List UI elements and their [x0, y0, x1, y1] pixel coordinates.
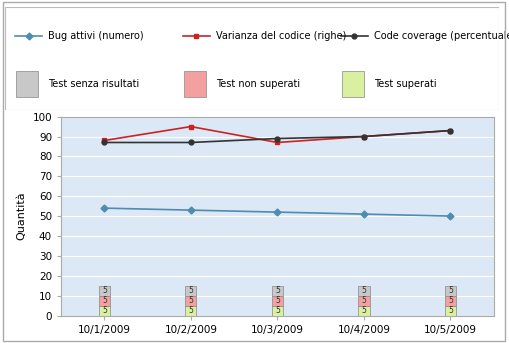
Bar: [185, 286, 196, 296]
Text: 5: 5: [275, 296, 280, 305]
FancyBboxPatch shape: [342, 71, 364, 97]
Text: Code coverage (percentuale): Code coverage (percentuale): [374, 31, 509, 41]
Bar: [272, 286, 283, 296]
FancyBboxPatch shape: [184, 71, 206, 97]
Bar: [272, 296, 283, 306]
Bar: [445, 296, 456, 306]
Y-axis label: Quantità: Quantità: [17, 192, 27, 240]
Text: Varianza del codice (righe): Varianza del codice (righe): [216, 31, 346, 41]
Text: 5: 5: [188, 306, 193, 315]
Text: 5: 5: [448, 296, 453, 305]
Bar: [272, 306, 283, 316]
Text: 5: 5: [275, 306, 280, 315]
Text: 5: 5: [275, 286, 280, 295]
Text: 5: 5: [102, 296, 107, 305]
FancyBboxPatch shape: [5, 7, 499, 110]
Bar: [185, 296, 196, 306]
Bar: [99, 296, 110, 306]
Text: 5: 5: [188, 286, 193, 295]
Bar: [185, 306, 196, 316]
Text: Bug attivi (numero): Bug attivi (numero): [48, 31, 144, 41]
Bar: [358, 286, 370, 296]
Bar: [445, 286, 456, 296]
Bar: [358, 306, 370, 316]
Text: 5: 5: [361, 306, 366, 315]
Text: 5: 5: [102, 286, 107, 295]
Bar: [99, 286, 110, 296]
Text: 5: 5: [361, 296, 366, 305]
Bar: [358, 296, 370, 306]
Bar: [99, 306, 110, 316]
Text: 5: 5: [448, 286, 453, 295]
Text: 5: 5: [361, 286, 366, 295]
Bar: [445, 306, 456, 316]
Text: Test superati: Test superati: [374, 79, 437, 89]
FancyBboxPatch shape: [16, 71, 38, 97]
Text: Test non superati: Test non superati: [216, 79, 300, 89]
Text: 5: 5: [102, 306, 107, 315]
Text: 5: 5: [448, 306, 453, 315]
Text: 5: 5: [188, 296, 193, 305]
Text: Test senza risultati: Test senza risultati: [48, 79, 139, 89]
